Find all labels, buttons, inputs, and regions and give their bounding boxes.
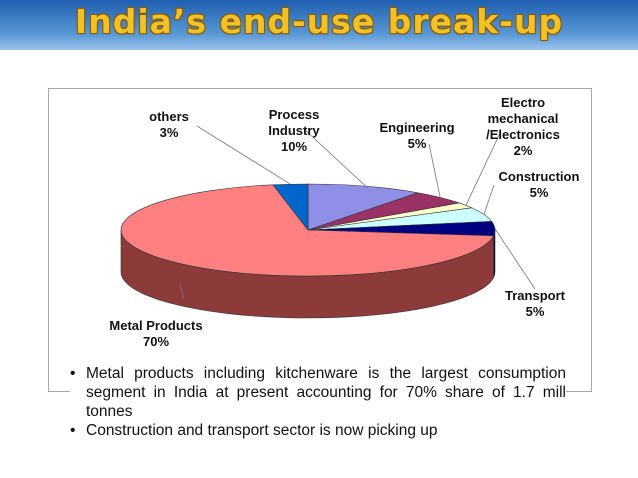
slice-label: Process Industry 10% <box>268 107 320 154</box>
bullet-dot: • <box>70 422 76 439</box>
leader-line <box>483 184 495 215</box>
leader-line <box>428 143 441 198</box>
chart-frame: Process Industry 10% Engineering 5% Electro me… <box>48 88 592 392</box>
slice-label: Electro mechanical/Electronics 2% <box>486 95 560 158</box>
title-band <box>0 0 638 50</box>
bullet-item: • Metal products including kitchenware i… <box>70 364 566 421</box>
slice-label: others 3% <box>149 109 189 140</box>
pie-slice-metal-products <box>120 184 495 277</box>
pie-slice-others <box>272 183 309 231</box>
bullet-list: • Metal products including kitchenware i… <box>70 364 566 440</box>
leader-line <box>494 228 536 290</box>
leader-line <box>179 284 185 300</box>
leader-line <box>303 128 367 187</box>
leader-line <box>196 125 291 185</box>
slice-label: Metal Products 70% <box>109 318 202 349</box>
slice-label: Transport 5% <box>505 288 566 319</box>
leader-line <box>465 130 502 206</box>
bullet-text: Metal products including kitchenware is … <box>86 365 566 420</box>
slice-label: Engineering 5% <box>379 120 454 151</box>
slide-title: India’s end-use break-up <box>74 2 564 41</box>
bullet-item: • Construction and transport sector is n… <box>70 421 566 440</box>
slice-label: Construction 5% <box>499 169 580 200</box>
bullet-text: Construction and transport sector is now… <box>86 422 438 439</box>
bullet-dot: • <box>70 365 76 382</box>
pie-chart: Process Industry 10% Engineering 5% Electro me… <box>109 95 580 349</box>
